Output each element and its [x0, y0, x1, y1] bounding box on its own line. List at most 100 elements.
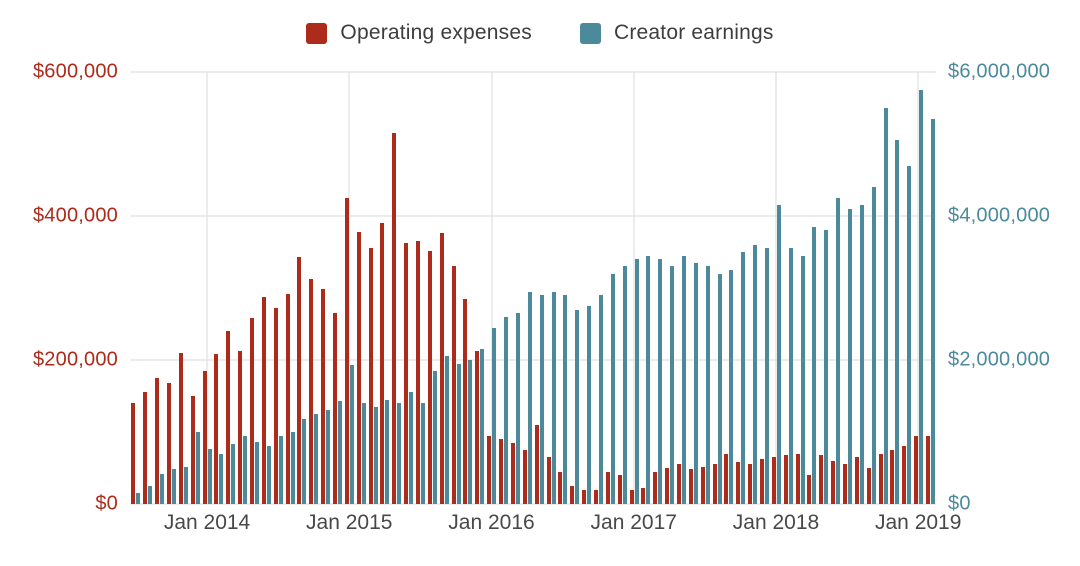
- operating-expenses-bar: [522, 450, 527, 504]
- operating-expenses-bar: [593, 489, 598, 504]
- creator-earnings-bar: [172, 469, 176, 504]
- operating-expenses-bar: [309, 279, 314, 504]
- creator-earnings-bar: [753, 244, 758, 504]
- creator-earnings-bar: [575, 309, 580, 504]
- creator-earnings-bar: [219, 453, 224, 504]
- horizontal-gridline: [130, 215, 936, 217]
- month-group: [711, 72, 723, 504]
- horizontal-gridline: [130, 503, 936, 505]
- month-group: [889, 72, 901, 504]
- month-group: [166, 72, 178, 504]
- month-group: [189, 72, 201, 504]
- month-group: [925, 72, 937, 504]
- legend-item-creator-earnings: Creator earnings: [579, 21, 774, 45]
- operating-expenses-bar: [914, 435, 919, 504]
- operating-expenses-bar: [629, 489, 634, 504]
- creator-earnings-bar: [480, 349, 485, 504]
- creator-earnings-bar: [314, 414, 319, 504]
- operating-expenses-bar: [226, 331, 231, 504]
- creator-earnings-bar: [136, 493, 141, 504]
- plot-area: [130, 71, 937, 505]
- operating-expenses-bar: [404, 242, 409, 504]
- creator-earnings-bar: [397, 403, 402, 504]
- operating-expenses-bar: [285, 293, 290, 504]
- month-group: [842, 72, 854, 504]
- month-group: [901, 72, 913, 504]
- month-group: [415, 72, 427, 504]
- month-group: [379, 72, 391, 504]
- operating-expenses-bar: [771, 457, 776, 504]
- month-group: [616, 72, 628, 504]
- operating-expenses-bar: [688, 469, 693, 504]
- x-axis: Jan 2014 Jan 2015 Jan 2016 Jan 2017 Jan 2018…: [130, 511, 962, 541]
- month-group: [284, 72, 296, 504]
- operating-expenses-bar: [510, 442, 515, 504]
- creator-earnings-bar: [468, 360, 473, 504]
- operating-expenses-bar: [605, 471, 610, 504]
- month-group: [474, 72, 486, 504]
- vertical-gridline: [775, 72, 777, 504]
- operating-expenses-swatch: [306, 22, 328, 44]
- creator-earnings-bar: [326, 410, 331, 504]
- month-group: [806, 72, 818, 504]
- creator-earnings-bar: [812, 226, 817, 504]
- creator-earnings-bar: [504, 316, 509, 504]
- creator-earnings-bar: [255, 442, 260, 504]
- operating-expenses-bar: [190, 396, 195, 504]
- month-group: [462, 72, 474, 504]
- creator-earnings-legend-label: Creator earnings: [613, 21, 774, 44]
- creator-earnings-bar: [231, 443, 236, 504]
- x-axis-tick-label: Jan 2017: [590, 511, 677, 534]
- operating-expenses-bar: [261, 296, 266, 504]
- creator-earnings-bar: [741, 252, 746, 504]
- month-group: [450, 72, 462, 504]
- month-group: [865, 72, 877, 504]
- creator-earnings-bar: [515, 313, 520, 504]
- right-axis-tick-label: $4,000,000: [948, 204, 1051, 227]
- month-group: [794, 72, 806, 504]
- left-axis-tick-label: $400,000: [32, 204, 118, 227]
- month-group: [581, 72, 593, 504]
- month-group: [664, 72, 676, 504]
- left-axis: $0 $200,000 $400,000 $600,000: [0, 61, 118, 515]
- operating-expenses-bar: [392, 133, 397, 504]
- month-group: [533, 72, 545, 504]
- operating-expenses-bar: [475, 350, 480, 504]
- creator-earnings-bar: [243, 435, 248, 504]
- vertical-gridline: [348, 72, 350, 504]
- operating-expenses-bar: [155, 378, 160, 504]
- month-group: [177, 72, 189, 504]
- operating-expenses-bar: [878, 453, 883, 504]
- creator-earnings-bar: [527, 291, 532, 504]
- month-group: [699, 72, 711, 504]
- month-group: [877, 72, 889, 504]
- creator-earnings-bar: [634, 259, 639, 504]
- month-group: [403, 72, 415, 504]
- month-group: [367, 72, 379, 504]
- vertical-gridline: [206, 72, 208, 504]
- operating-expenses-bar: [641, 488, 646, 504]
- creator-earnings-bar: [907, 165, 912, 504]
- month-group: [237, 72, 249, 504]
- creator-earnings-bar: [847, 208, 852, 504]
- horizontal-gridline: [130, 71, 936, 73]
- month-group: [782, 72, 794, 504]
- creator-earnings-bar: [385, 399, 390, 504]
- x-axis-tick-label: Jan 2019: [875, 511, 962, 534]
- x-axis-tick-label: Jan 2018: [732, 511, 820, 534]
- right-axis-tick-label: $2,000,000: [948, 348, 1051, 371]
- operating-expenses-bar: [534, 424, 539, 504]
- creator-earnings-bar: [931, 118, 935, 504]
- creator-earnings-bar: [338, 401, 343, 504]
- month-group: [687, 72, 699, 504]
- creator-earnings-bar: [895, 140, 900, 504]
- operating-expenses-bar: [736, 462, 741, 504]
- creator-earnings-bar: [729, 270, 734, 504]
- operating-expenses-bar: [582, 489, 587, 504]
- creator-earnings-bar: [717, 273, 722, 504]
- month-group: [676, 72, 688, 504]
- creator-earnings-bar: [148, 486, 153, 504]
- creator-earnings-bar: [207, 449, 212, 504]
- operating-expenses-bar: [748, 464, 753, 504]
